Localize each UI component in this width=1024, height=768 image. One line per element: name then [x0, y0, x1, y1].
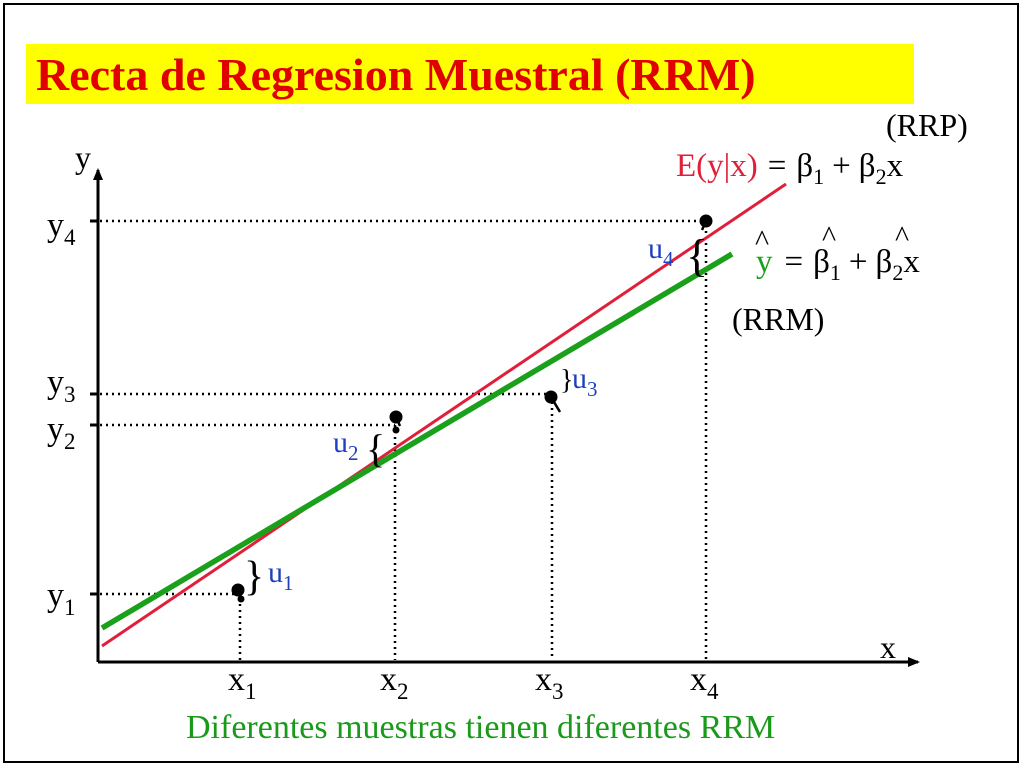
x-axis-label: x — [880, 629, 896, 665]
pointer-2-tick — [394, 416, 402, 427]
guide-lines — [100, 219, 708, 660]
residual-label-4: u4 — [648, 232, 674, 271]
y-tick-label-1: y1 — [47, 577, 76, 620]
residual-brace-3: } — [560, 365, 573, 396]
sample-hat-b2: ^ — [895, 220, 909, 253]
x-tick-label-1: x1 — [228, 661, 257, 704]
sample-hat-b1: ^ — [822, 220, 836, 253]
sample-equation: y = β1 + β2x — [756, 244, 920, 285]
y-tick-label-4: y4 — [47, 207, 76, 250]
rrp-tag: (RRP) — [886, 107, 968, 143]
x-tick-label-4: x4 — [690, 661, 719, 704]
y-axis-label: y — [75, 139, 91, 175]
title-highlight — [26, 44, 914, 104]
residual-brace-4: { — [686, 230, 708, 281]
sample-lhs: y — [756, 244, 773, 280]
y-tick-label-2: y2 — [47, 411, 76, 454]
y-tick-label-3: y3 — [47, 364, 76, 407]
x-tick-label-2: x2 — [380, 661, 409, 704]
sample-hat-y: ^ — [755, 224, 769, 257]
slide-frame — [3, 3, 1019, 763]
caption-note: Diferentes muestras tienen diferentes RR… — [186, 709, 776, 746]
y-ticks — [90, 219, 98, 596]
residual-label-1: u1 — [268, 556, 294, 595]
rrm-tag: (RRM) — [732, 301, 824, 337]
pointer-1-tick — [236, 589, 243, 600]
residual-label-2: u2 — [333, 426, 359, 465]
residual-brace-1: } — [244, 554, 264, 600]
pointer-2 — [392, 426, 400, 434]
pointer-4-tick — [700, 220, 708, 231]
slide-title: Recta de Regresion Muestral (RRM) — [36, 49, 756, 100]
sample-regression-line — [100, 251, 734, 631]
residual-pointers — [236, 220, 708, 603]
residual-brace-2: { — [366, 426, 385, 471]
population-lhs: E(y|x) — [676, 148, 758, 184]
pointer-3-tick — [549, 396, 562, 413]
population-regression-line — [101, 182, 787, 648]
x-tick-label-3: x3 — [535, 661, 564, 704]
residual-label-3: u3 — [572, 362, 598, 401]
population-equation: E(y|x) = β1 + β2x — [676, 148, 904, 189]
